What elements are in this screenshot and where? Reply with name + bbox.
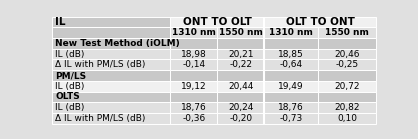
Bar bbox=[217, 49, 265, 59]
Text: IL (dB): IL (dB) bbox=[56, 82, 85, 91]
Text: -0,64: -0,64 bbox=[280, 60, 303, 69]
Text: -0,73: -0,73 bbox=[280, 114, 303, 123]
Bar bbox=[265, 38, 318, 49]
Bar bbox=[171, 102, 217, 113]
Text: 20,24: 20,24 bbox=[228, 103, 254, 112]
Bar bbox=[318, 49, 376, 59]
Bar bbox=[171, 92, 217, 102]
Text: Δ IL with PM/LS (dB): Δ IL with PM/LS (dB) bbox=[56, 60, 146, 69]
Bar bbox=[217, 27, 265, 38]
Bar bbox=[52, 92, 171, 102]
Text: 1550 nm: 1550 nm bbox=[325, 28, 369, 37]
Bar bbox=[217, 59, 265, 70]
Bar bbox=[265, 70, 318, 81]
Text: OLTS: OLTS bbox=[56, 92, 80, 101]
Text: -0,14: -0,14 bbox=[182, 60, 206, 69]
Text: 1550 nm: 1550 nm bbox=[219, 28, 263, 37]
Bar bbox=[52, 49, 171, 59]
Text: 20,21: 20,21 bbox=[228, 50, 254, 59]
Text: 18,98: 18,98 bbox=[181, 50, 207, 59]
Text: IL: IL bbox=[56, 17, 66, 27]
Bar bbox=[171, 38, 217, 49]
Bar bbox=[318, 102, 376, 113]
Text: IL (dB): IL (dB) bbox=[56, 50, 85, 59]
Bar bbox=[52, 113, 171, 124]
Bar bbox=[265, 59, 318, 70]
Bar bbox=[217, 113, 265, 124]
Bar bbox=[52, 38, 171, 49]
Bar bbox=[52, 81, 171, 92]
Text: 20,46: 20,46 bbox=[334, 50, 360, 59]
Text: New Test Method (iOLM): New Test Method (iOLM) bbox=[56, 39, 180, 48]
Text: ONT TO OLT: ONT TO OLT bbox=[183, 17, 252, 27]
Bar bbox=[265, 113, 318, 124]
Text: -0,36: -0,36 bbox=[182, 114, 206, 123]
Bar bbox=[52, 70, 171, 81]
Bar bbox=[171, 49, 217, 59]
Bar bbox=[265, 17, 376, 27]
Text: 1310 nm: 1310 nm bbox=[269, 28, 313, 37]
Text: -0,22: -0,22 bbox=[229, 60, 252, 69]
Bar bbox=[217, 38, 265, 49]
Bar bbox=[265, 49, 318, 59]
Bar bbox=[217, 92, 265, 102]
Text: OLT TO ONT: OLT TO ONT bbox=[286, 17, 355, 27]
Text: 18,76: 18,76 bbox=[278, 103, 304, 112]
Bar bbox=[318, 70, 376, 81]
Text: IL (dB): IL (dB) bbox=[56, 103, 85, 112]
Text: PM/LS: PM/LS bbox=[56, 71, 87, 80]
Bar bbox=[217, 102, 265, 113]
Bar bbox=[265, 102, 318, 113]
Bar bbox=[171, 27, 217, 38]
Bar bbox=[171, 17, 265, 27]
Bar bbox=[265, 81, 318, 92]
Bar bbox=[171, 70, 217, 81]
Bar bbox=[318, 38, 376, 49]
Bar bbox=[52, 27, 171, 38]
Bar bbox=[171, 113, 217, 124]
Bar bbox=[52, 17, 171, 27]
Text: Δ IL with PM/LS (dB): Δ IL with PM/LS (dB) bbox=[56, 114, 146, 123]
Bar bbox=[171, 81, 217, 92]
Text: 19,49: 19,49 bbox=[278, 82, 304, 91]
Text: 20,82: 20,82 bbox=[334, 103, 360, 112]
Bar bbox=[318, 27, 376, 38]
Text: 18,76: 18,76 bbox=[181, 103, 207, 112]
Bar bbox=[318, 81, 376, 92]
Bar bbox=[52, 102, 171, 113]
Text: -0,20: -0,20 bbox=[229, 114, 252, 123]
Bar bbox=[217, 70, 265, 81]
Text: 1310 nm: 1310 nm bbox=[172, 28, 216, 37]
Text: 20,72: 20,72 bbox=[334, 82, 360, 91]
Bar bbox=[318, 92, 376, 102]
Text: -0,25: -0,25 bbox=[336, 60, 359, 69]
Text: 18,85: 18,85 bbox=[278, 50, 304, 59]
Text: 19,12: 19,12 bbox=[181, 82, 207, 91]
Bar bbox=[318, 113, 376, 124]
Bar bbox=[265, 27, 318, 38]
Text: 20,44: 20,44 bbox=[228, 82, 254, 91]
Bar bbox=[52, 59, 171, 70]
Bar bbox=[318, 59, 376, 70]
Bar bbox=[217, 81, 265, 92]
Bar bbox=[171, 59, 217, 70]
Text: 0,10: 0,10 bbox=[337, 114, 357, 123]
Bar bbox=[265, 92, 318, 102]
